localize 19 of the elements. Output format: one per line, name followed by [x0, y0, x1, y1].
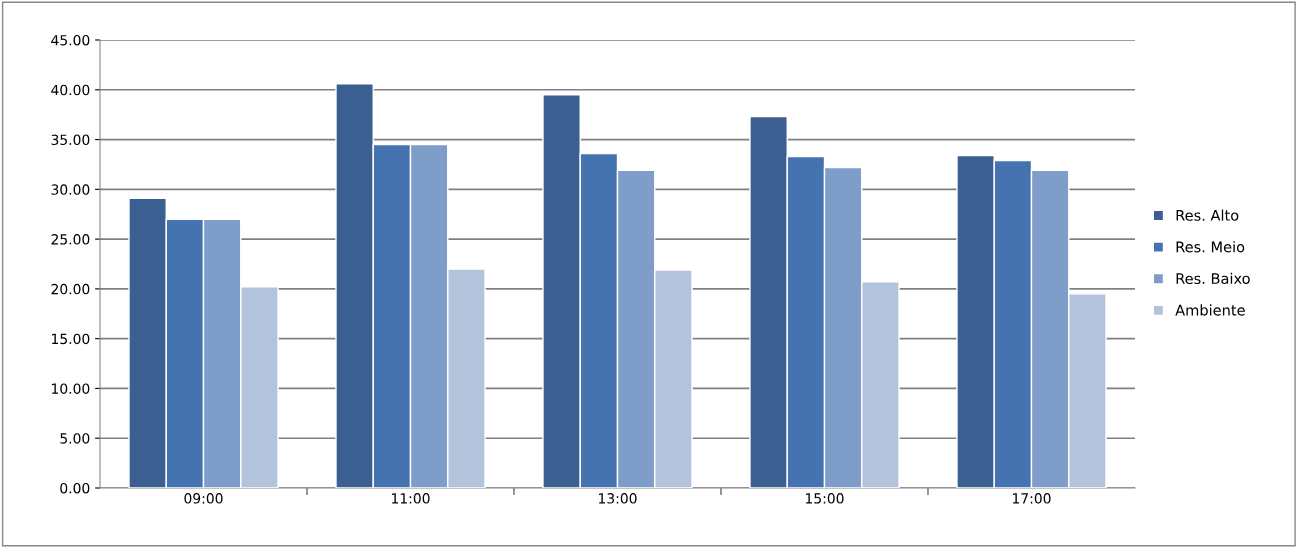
- legend-label: Res. Baixo: [1176, 272, 1250, 285]
- y-tick-label: 45.00: [51, 34, 90, 46]
- y-tick-label: 25.00: [51, 234, 90, 245]
- y-tick-label: 10.00: [52, 383, 90, 394]
- x-tick-label: 09:00: [184, 493, 223, 504]
- y-tick-label: 35.00: [51, 134, 90, 146]
- x-tick-label: 17:00: [1013, 493, 1051, 504]
- legend-label: Res. Alto: [1176, 209, 1239, 221]
- y-tick-label: 5.00: [60, 433, 90, 444]
- y-tick-label: 15.00: [52, 333, 90, 345]
- y-tick-label: 20.00: [51, 283, 90, 295]
- y-tick-label: 30.00: [51, 184, 90, 195]
- x-tick-label: 13:00: [599, 493, 637, 504]
- x-tick-label: 15:00: [806, 493, 844, 504]
- x-tick-label: 11:00: [392, 493, 430, 504]
- y-tick-label: 0.00: [60, 482, 90, 494]
- legend-label: Ambiente: [1175, 304, 1245, 316]
- y-tick-label: 40.00: [51, 84, 90, 96]
- legend-label: Res. Meio: [1176, 241, 1245, 253]
